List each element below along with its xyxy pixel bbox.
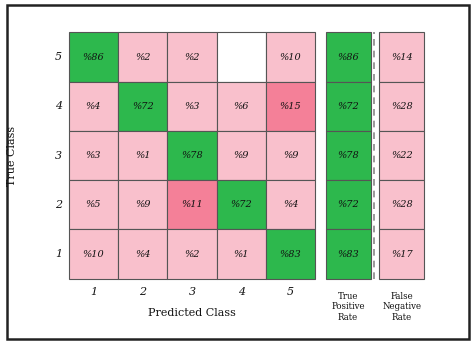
- Bar: [69, 180, 118, 229]
- Text: %15: %15: [280, 102, 301, 111]
- Bar: [217, 180, 266, 229]
- Bar: [118, 131, 167, 180]
- Bar: [69, 82, 118, 131]
- Bar: [326, 82, 371, 131]
- Text: %10: %10: [82, 250, 104, 259]
- Text: %3: %3: [184, 102, 200, 111]
- Bar: [167, 180, 217, 229]
- Text: 2: 2: [139, 287, 146, 297]
- Bar: [167, 131, 217, 180]
- Text: %83: %83: [337, 250, 359, 259]
- Bar: [217, 229, 266, 279]
- Text: %9: %9: [234, 151, 249, 160]
- Text: %14: %14: [391, 53, 413, 62]
- Text: 2: 2: [55, 200, 62, 210]
- Text: %72: %72: [132, 102, 154, 111]
- Bar: [379, 82, 424, 131]
- Text: 5: 5: [287, 287, 294, 297]
- Bar: [217, 82, 266, 131]
- Text: %6: %6: [234, 102, 249, 111]
- Text: %17: %17: [391, 250, 413, 259]
- Text: %28: %28: [391, 102, 413, 111]
- Bar: [167, 229, 217, 279]
- Text: %28: %28: [391, 200, 413, 209]
- Bar: [69, 229, 118, 279]
- Bar: [266, 229, 315, 279]
- Text: %4: %4: [86, 102, 101, 111]
- Bar: [266, 131, 315, 180]
- Bar: [326, 229, 371, 279]
- Text: %86: %86: [337, 53, 359, 62]
- Text: %72: %72: [337, 200, 359, 209]
- Bar: [217, 131, 266, 180]
- Text: 4: 4: [55, 101, 62, 111]
- Text: %11: %11: [181, 200, 203, 209]
- Bar: [326, 32, 371, 82]
- Bar: [167, 32, 217, 82]
- Text: %9: %9: [135, 200, 150, 209]
- Text: %2: %2: [184, 250, 200, 259]
- Text: 1: 1: [90, 287, 97, 297]
- Bar: [379, 180, 424, 229]
- Bar: [118, 229, 167, 279]
- Text: Predicted Class: Predicted Class: [148, 308, 236, 318]
- Bar: [326, 180, 371, 229]
- Bar: [69, 131, 118, 180]
- Text: 5: 5: [55, 52, 62, 62]
- Text: %78: %78: [337, 151, 359, 160]
- Bar: [379, 131, 424, 180]
- Bar: [266, 82, 315, 131]
- Bar: [69, 32, 118, 82]
- Text: %1: %1: [135, 151, 150, 160]
- Text: %83: %83: [280, 250, 301, 259]
- Text: %72: %72: [337, 102, 359, 111]
- Bar: [217, 32, 266, 82]
- Bar: [118, 82, 167, 131]
- Text: %4: %4: [135, 250, 150, 259]
- Text: %1: %1: [234, 250, 249, 259]
- Text: 3: 3: [188, 287, 196, 297]
- Text: False
Negative
Rate: False Negative Rate: [383, 292, 421, 321]
- Text: %3: %3: [86, 151, 101, 160]
- Text: %5: %5: [86, 200, 101, 209]
- Text: 4: 4: [237, 287, 245, 297]
- Text: %78: %78: [181, 151, 203, 160]
- Text: %72: %72: [230, 200, 252, 209]
- Bar: [266, 180, 315, 229]
- Text: 3: 3: [55, 150, 62, 161]
- Bar: [167, 82, 217, 131]
- Text: True Class: True Class: [7, 126, 17, 186]
- Text: True
Positive
Rate: True Positive Rate: [331, 292, 365, 321]
- Text: %9: %9: [283, 151, 298, 160]
- Text: %86: %86: [82, 53, 104, 62]
- Bar: [118, 180, 167, 229]
- Bar: [326, 131, 371, 180]
- Bar: [379, 32, 424, 82]
- Bar: [379, 229, 424, 279]
- Bar: [266, 32, 315, 82]
- Text: %2: %2: [135, 53, 150, 62]
- Text: %4: %4: [283, 200, 298, 209]
- Text: 1: 1: [55, 249, 62, 259]
- Text: %2: %2: [184, 53, 200, 62]
- Text: %22: %22: [391, 151, 413, 160]
- Bar: [118, 32, 167, 82]
- Text: %10: %10: [280, 53, 301, 62]
